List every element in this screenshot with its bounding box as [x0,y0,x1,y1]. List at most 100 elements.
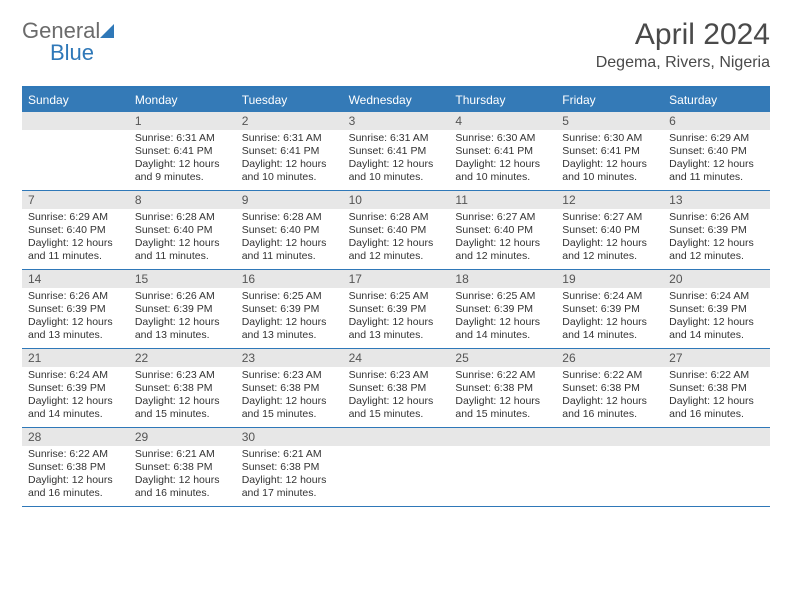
header: General April 2024 Degema, Rivers, Niger… [22,18,770,72]
day-body: Sunrise: 6:25 AMSunset: 6:39 PMDaylight:… [343,288,450,347]
daylight-line: Daylight: 12 hours and 10 minutes. [242,158,337,184]
empty-cell [449,428,556,506]
sunrise-line: Sunrise: 6:23 AM [242,369,337,382]
week-row: 7Sunrise: 6:29 AMSunset: 6:40 PMDaylight… [22,191,770,270]
sunrise-line: Sunrise: 6:29 AM [28,211,123,224]
sunset-line: Sunset: 6:40 PM [135,224,230,237]
daylight-line: Daylight: 12 hours and 16 minutes. [669,395,764,421]
sunset-line: Sunset: 6:40 PM [669,145,764,158]
sunset-line: Sunset: 6:38 PM [669,382,764,395]
dow-monday: Monday [129,88,236,112]
day-body: Sunrise: 6:23 AMSunset: 6:38 PMDaylight:… [129,367,236,426]
day-body: Sunrise: 6:27 AMSunset: 6:40 PMDaylight:… [449,209,556,268]
day-number: 28 [22,428,129,446]
day-cell: 30Sunrise: 6:21 AMSunset: 6:38 PMDayligh… [236,428,343,506]
sunrise-line: Sunrise: 6:28 AM [349,211,444,224]
daylight-line: Daylight: 12 hours and 13 minutes. [349,316,444,342]
sunrise-line: Sunrise: 6:31 AM [242,132,337,145]
sunset-line: Sunset: 6:38 PM [242,461,337,474]
sunrise-line: Sunrise: 6:22 AM [669,369,764,382]
day-number: 27 [663,349,770,367]
daylight-line: Daylight: 12 hours and 13 minutes. [242,316,337,342]
day-body: Sunrise: 6:22 AMSunset: 6:38 PMDaylight:… [663,367,770,426]
day-cell: 22Sunrise: 6:23 AMSunset: 6:38 PMDayligh… [129,349,236,427]
daylight-line: Daylight: 12 hours and 12 minutes. [562,237,657,263]
daylight-line: Daylight: 12 hours and 12 minutes. [455,237,550,263]
sunset-line: Sunset: 6:40 PM [562,224,657,237]
sunset-line: Sunset: 6:39 PM [669,303,764,316]
daylight-line: Daylight: 12 hours and 10 minutes. [562,158,657,184]
sunrise-line: Sunrise: 6:22 AM [562,369,657,382]
dow-sunday: Sunday [22,88,129,112]
day-cell: 23Sunrise: 6:23 AMSunset: 6:38 PMDayligh… [236,349,343,427]
day-body: Sunrise: 6:31 AMSunset: 6:41 PMDaylight:… [236,130,343,189]
day-number: 16 [236,270,343,288]
daylight-line: Daylight: 12 hours and 13 minutes. [135,316,230,342]
daylight-line: Daylight: 12 hours and 11 minutes. [242,237,337,263]
day-body: Sunrise: 6:27 AMSunset: 6:40 PMDaylight:… [556,209,663,268]
day-number: 8 [129,191,236,209]
day-cell: 19Sunrise: 6:24 AMSunset: 6:39 PMDayligh… [556,270,663,348]
day-cell: 25Sunrise: 6:22 AMSunset: 6:38 PMDayligh… [449,349,556,427]
day-number [556,428,663,446]
day-number: 12 [556,191,663,209]
day-number: 18 [449,270,556,288]
day-body: Sunrise: 6:21 AMSunset: 6:38 PMDaylight:… [236,446,343,505]
day-cell: 9Sunrise: 6:28 AMSunset: 6:40 PMDaylight… [236,191,343,269]
daylight-line: Daylight: 12 hours and 12 minutes. [349,237,444,263]
day-number: 15 [129,270,236,288]
empty-cell [663,428,770,506]
day-number: 2 [236,112,343,130]
sunrise-line: Sunrise: 6:24 AM [669,290,764,303]
day-number: 20 [663,270,770,288]
day-body: Sunrise: 6:22 AMSunset: 6:38 PMDaylight:… [22,446,129,505]
dow-saturday: Saturday [663,88,770,112]
daylight-line: Daylight: 12 hours and 16 minutes. [28,474,123,500]
sunrise-line: Sunrise: 6:22 AM [455,369,550,382]
day-number: 14 [22,270,129,288]
day-cell: 3Sunrise: 6:31 AMSunset: 6:41 PMDaylight… [343,112,450,190]
day-cell: 10Sunrise: 6:28 AMSunset: 6:40 PMDayligh… [343,191,450,269]
sunset-line: Sunset: 6:38 PM [242,382,337,395]
sunset-line: Sunset: 6:38 PM [28,461,123,474]
day-number: 29 [129,428,236,446]
day-body: Sunrise: 6:28 AMSunset: 6:40 PMDaylight:… [236,209,343,268]
day-body: Sunrise: 6:31 AMSunset: 6:41 PMDaylight:… [343,130,450,189]
sunset-line: Sunset: 6:39 PM [455,303,550,316]
daylight-line: Daylight: 12 hours and 14 minutes. [562,316,657,342]
daylight-line: Daylight: 12 hours and 15 minutes. [135,395,230,421]
day-number [343,428,450,446]
logo-text-2: Blue [50,40,94,65]
week-row: 1Sunrise: 6:31 AMSunset: 6:41 PMDaylight… [22,112,770,191]
day-number: 3 [343,112,450,130]
day-body: Sunrise: 6:30 AMSunset: 6:41 PMDaylight:… [449,130,556,189]
day-body: Sunrise: 6:29 AMSunset: 6:40 PMDaylight:… [663,130,770,189]
daylight-line: Daylight: 12 hours and 16 minutes. [562,395,657,421]
sunset-line: Sunset: 6:39 PM [28,303,123,316]
sunrise-line: Sunrise: 6:27 AM [562,211,657,224]
sunset-line: Sunset: 6:38 PM [562,382,657,395]
sunrise-line: Sunrise: 6:25 AM [349,290,444,303]
sunrise-line: Sunrise: 6:30 AM [455,132,550,145]
day-body: Sunrise: 6:22 AMSunset: 6:38 PMDaylight:… [556,367,663,426]
day-number: 30 [236,428,343,446]
sunrise-line: Sunrise: 6:22 AM [28,448,123,461]
day-number: 7 [22,191,129,209]
day-cell: 18Sunrise: 6:25 AMSunset: 6:39 PMDayligh… [449,270,556,348]
day-cell: 8Sunrise: 6:28 AMSunset: 6:40 PMDaylight… [129,191,236,269]
dow-friday: Friday [556,88,663,112]
day-cell: 12Sunrise: 6:27 AMSunset: 6:40 PMDayligh… [556,191,663,269]
day-number: 23 [236,349,343,367]
dow-thursday: Thursday [449,88,556,112]
daylight-line: Daylight: 12 hours and 14 minutes. [669,316,764,342]
day-cell: 21Sunrise: 6:24 AMSunset: 6:39 PMDayligh… [22,349,129,427]
day-body: Sunrise: 6:26 AMSunset: 6:39 PMDaylight:… [22,288,129,347]
daylight-line: Daylight: 12 hours and 11 minutes. [135,237,230,263]
sunset-line: Sunset: 6:41 PM [455,145,550,158]
day-body: Sunrise: 6:26 AMSunset: 6:39 PMDaylight:… [129,288,236,347]
dow-wednesday: Wednesday [343,88,450,112]
location: Degema, Rivers, Nigeria [596,54,770,72]
day-number: 10 [343,191,450,209]
sunset-line: Sunset: 6:38 PM [135,461,230,474]
sunset-line: Sunset: 6:38 PM [135,382,230,395]
